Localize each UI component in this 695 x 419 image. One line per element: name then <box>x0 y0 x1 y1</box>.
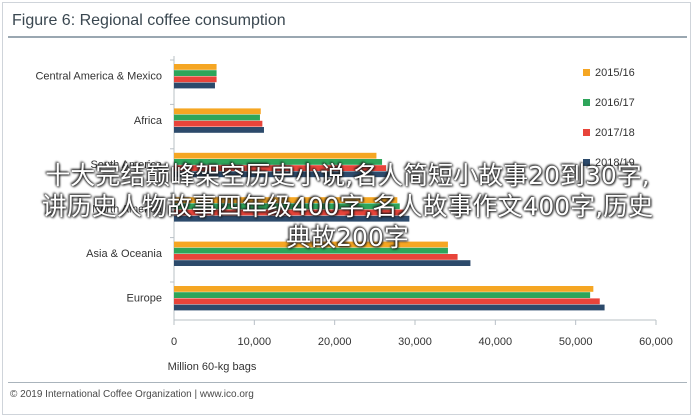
legend-label: 2015/16 <box>595 67 635 79</box>
legend-swatch <box>583 129 590 136</box>
bar <box>174 165 387 171</box>
x-axis-title: Million 60-kg bags <box>168 361 257 373</box>
legend-label: 2016/17 <box>595 97 635 109</box>
bar <box>174 215 410 222</box>
bar <box>174 171 390 178</box>
bar <box>174 127 264 133</box>
bar <box>174 114 260 121</box>
bar <box>174 260 471 266</box>
copyright-footer: © 2019 International Coffee Organization… <box>10 389 254 400</box>
x-tick-label: 60,000 <box>639 336 673 348</box>
bar <box>174 209 404 216</box>
bar <box>174 197 398 203</box>
legend-label: 2018/19 <box>595 157 635 169</box>
bar <box>174 82 215 89</box>
bar <box>174 298 600 305</box>
category-label: Africa <box>134 115 163 127</box>
category-label: North America <box>92 204 163 216</box>
legend-swatch <box>583 69 590 76</box>
category-label: Asia & Oceania <box>86 248 163 260</box>
bar <box>174 152 377 159</box>
bar <box>174 203 400 210</box>
bar <box>174 304 605 311</box>
chart-title: Figure 6: Regional coffee consumption <box>12 12 286 29</box>
category-label: Central America & Mexico <box>35 70 162 82</box>
bar <box>174 286 594 292</box>
bar <box>174 76 217 83</box>
legend-swatch <box>583 99 590 106</box>
bar <box>174 254 458 260</box>
bar <box>174 108 261 115</box>
footer-divider <box>8 382 687 383</box>
legend-label: 2017/18 <box>595 127 635 139</box>
x-tick-label: 40,000 <box>479 336 513 348</box>
bar <box>174 64 217 70</box>
x-tick-label: 30,000 <box>398 336 432 348</box>
x-tick-label: 20,000 <box>318 336 352 348</box>
bar <box>174 292 591 298</box>
bar <box>174 241 448 248</box>
bar <box>174 120 263 127</box>
bar <box>174 247 448 254</box>
bar <box>174 159 383 165</box>
legend-swatch <box>583 159 590 166</box>
x-tick-label: 10,000 <box>238 336 272 348</box>
category-label: South America <box>90 159 162 171</box>
x-tick-label: 0 <box>171 336 177 348</box>
bar <box>174 70 217 76</box>
title-divider <box>8 36 687 38</box>
x-tick-label: 50,000 <box>559 336 593 348</box>
category-label: Europe <box>127 292 162 304</box>
